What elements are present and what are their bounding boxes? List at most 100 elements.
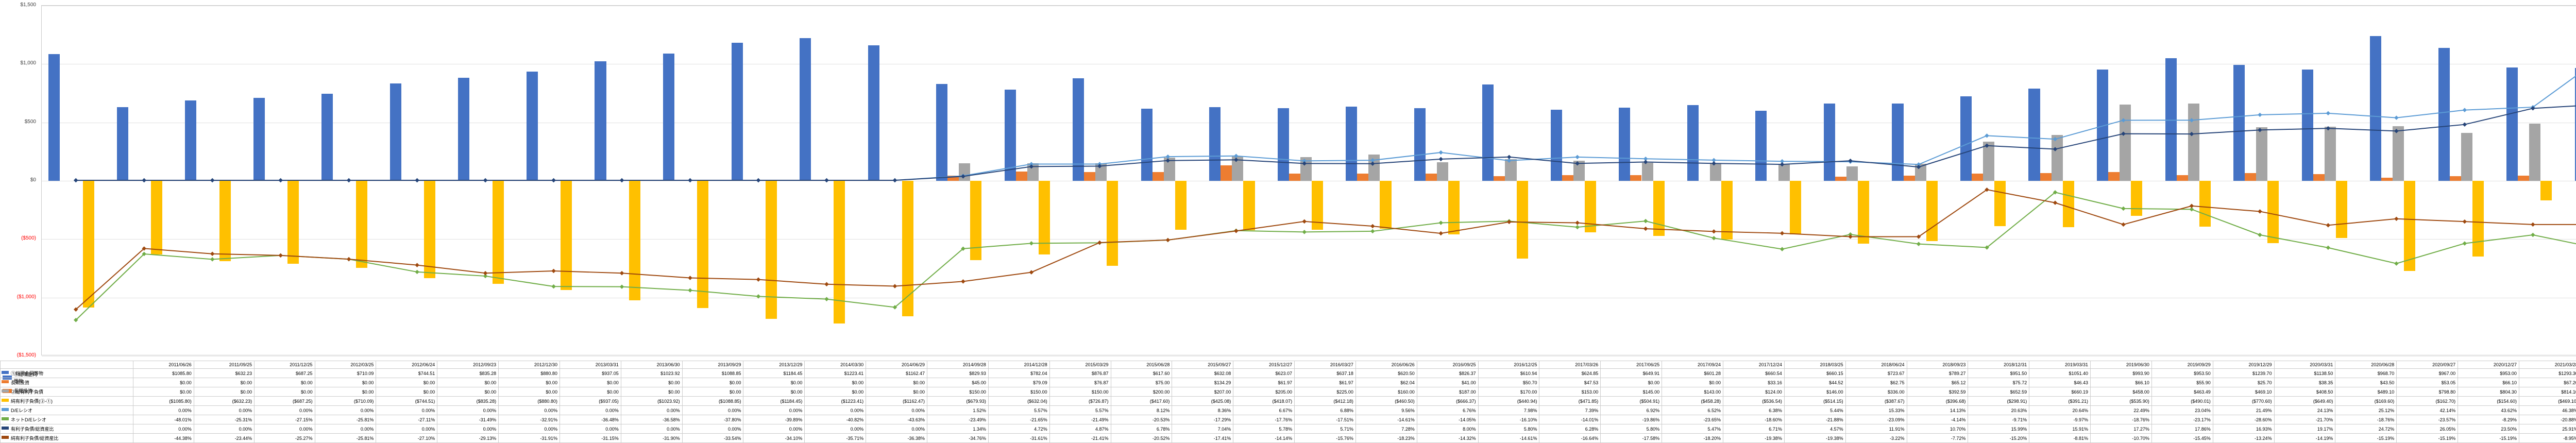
cell: $0.00	[866, 378, 927, 387]
cell: $953.50	[2151, 369, 2213, 378]
bar-longterm	[1562, 175, 1573, 181]
period-header: 2013/03/31	[560, 361, 621, 369]
bar-netdebt	[1653, 181, 1665, 236]
bar-debt	[1846, 166, 1858, 181]
bar-debt	[1368, 155, 1380, 181]
cell: $0.00	[743, 378, 805, 387]
cell: -21.88%	[1784, 415, 1845, 424]
bar-netdebt	[424, 181, 435, 278]
cell: $0.00	[133, 378, 194, 387]
row-label-netdebt: 純有利子負債(②-①)	[1, 397, 133, 406]
bar-cash	[117, 107, 128, 181]
cell: $1023.92	[621, 369, 682, 378]
cell: -18.60%	[1723, 415, 1784, 424]
cell: $623.07	[1233, 369, 1295, 378]
cell: $937.05	[560, 369, 621, 378]
cell: $336.00	[1845, 387, 1907, 397]
cell: -14.32%	[1417, 434, 1478, 443]
cell: $124.00	[1723, 387, 1784, 397]
cell: 0.00%	[499, 406, 560, 415]
bar-longterm	[1357, 174, 1368, 181]
bar-debt	[1778, 164, 1790, 181]
cell: $0.00	[194, 387, 254, 397]
bar-cash	[732, 43, 743, 181]
cell: 26.05%	[2397, 424, 2458, 434]
cell: -31.15%	[560, 434, 621, 443]
cell: 10.70%	[1907, 424, 1968, 434]
cell: $660.54	[1723, 369, 1784, 378]
cell: $617.60	[1111, 369, 1172, 378]
period-header: 2015/03/29	[1049, 361, 1111, 369]
cell: $463.49	[2151, 387, 2213, 397]
cell: 24.72%	[2335, 424, 2397, 434]
cell: 19.17%	[2274, 424, 2335, 434]
cell: -23.09%	[1845, 415, 1907, 424]
bar-longterm	[1426, 174, 1437, 181]
bar-cash	[2438, 48, 2450, 181]
bar-longterm	[2313, 174, 2325, 181]
cell: $143.00	[1662, 387, 1723, 397]
cell: $0.00	[499, 378, 560, 387]
bar-netdebt	[1107, 181, 1118, 266]
bar-longterm	[947, 176, 959, 181]
cell: $0.00	[437, 378, 499, 387]
bar-netdebt	[151, 181, 162, 254]
bar-longterm	[1289, 174, 1300, 181]
cell: -17.58%	[1601, 434, 1662, 443]
bar-longterm	[2518, 176, 2529, 181]
cell: $153.00	[1539, 387, 1601, 397]
bar-cash	[2302, 70, 2313, 181]
cell: ($632.04)	[988, 397, 1049, 406]
bar-netdebt	[2131, 181, 2142, 216]
cell: -15.20%	[1968, 434, 2029, 443]
cell: ($425.08)	[1172, 397, 1233, 406]
cell: 1.52%	[927, 406, 989, 415]
cell: $1138.50	[2274, 369, 2335, 378]
cell: ($169.60)	[2335, 397, 2397, 406]
cell: 6.78%	[1111, 424, 1172, 434]
cell: -17.41%	[1172, 434, 1233, 443]
bar-debt	[1642, 163, 1653, 181]
cell: ($687.25)	[255, 397, 315, 406]
period-header: 2019/09/29	[2151, 361, 2213, 369]
cell: $1162.47	[866, 369, 927, 378]
bar-netdebt	[1243, 181, 1255, 230]
period-header: 2013/06/30	[621, 361, 682, 369]
cell: ($1184.45)	[743, 397, 805, 406]
cell: $993.90	[2091, 369, 2152, 378]
bar-netdebt	[1448, 181, 1460, 234]
bar-debt	[1573, 161, 1585, 181]
cell: $610.94	[1478, 369, 1539, 378]
bar-cash	[2506, 67, 2518, 181]
bar-debt	[2256, 127, 2267, 181]
cell: 1.34%	[927, 424, 989, 434]
cell: $951.50	[1968, 369, 2029, 378]
cell: $200.00	[1111, 387, 1172, 397]
cell: 0.00%	[621, 424, 682, 434]
bar-longterm	[1630, 175, 1641, 181]
cell: ($710.09)	[315, 397, 376, 406]
cell: $1239.70	[2213, 369, 2274, 378]
cell: -31.91%	[499, 434, 560, 443]
cell: 9.56%	[1355, 406, 1417, 415]
bar-debt	[1915, 164, 1926, 181]
y-axis-left: ($1,500)($1,000)($500)$0$500$1,000$1,500	[3, 5, 39, 355]
bar-netdebt	[1926, 181, 1938, 241]
bar-debt	[1095, 163, 1107, 181]
period-header: 2020/09/27	[2397, 361, 2458, 369]
cell: $46.43	[2029, 378, 2091, 387]
bar-cash	[2028, 89, 2040, 181]
cell: $47.53	[1539, 378, 1601, 387]
cell: -21.49%	[1049, 415, 1111, 424]
cell: $61.97	[1295, 378, 1356, 387]
bar-cash	[868, 45, 879, 181]
cell: -17.29%	[1172, 415, 1233, 424]
cell: $66.10	[2091, 378, 2152, 387]
cell: 0.00%	[133, 406, 194, 415]
cell: 15.33%	[1845, 406, 1907, 415]
cell: -27.10%	[376, 434, 437, 443]
cell: 0.00%	[315, 424, 376, 434]
bar-cash	[663, 54, 674, 181]
bar-cash	[595, 61, 606, 181]
cell: $835.28	[437, 369, 499, 378]
